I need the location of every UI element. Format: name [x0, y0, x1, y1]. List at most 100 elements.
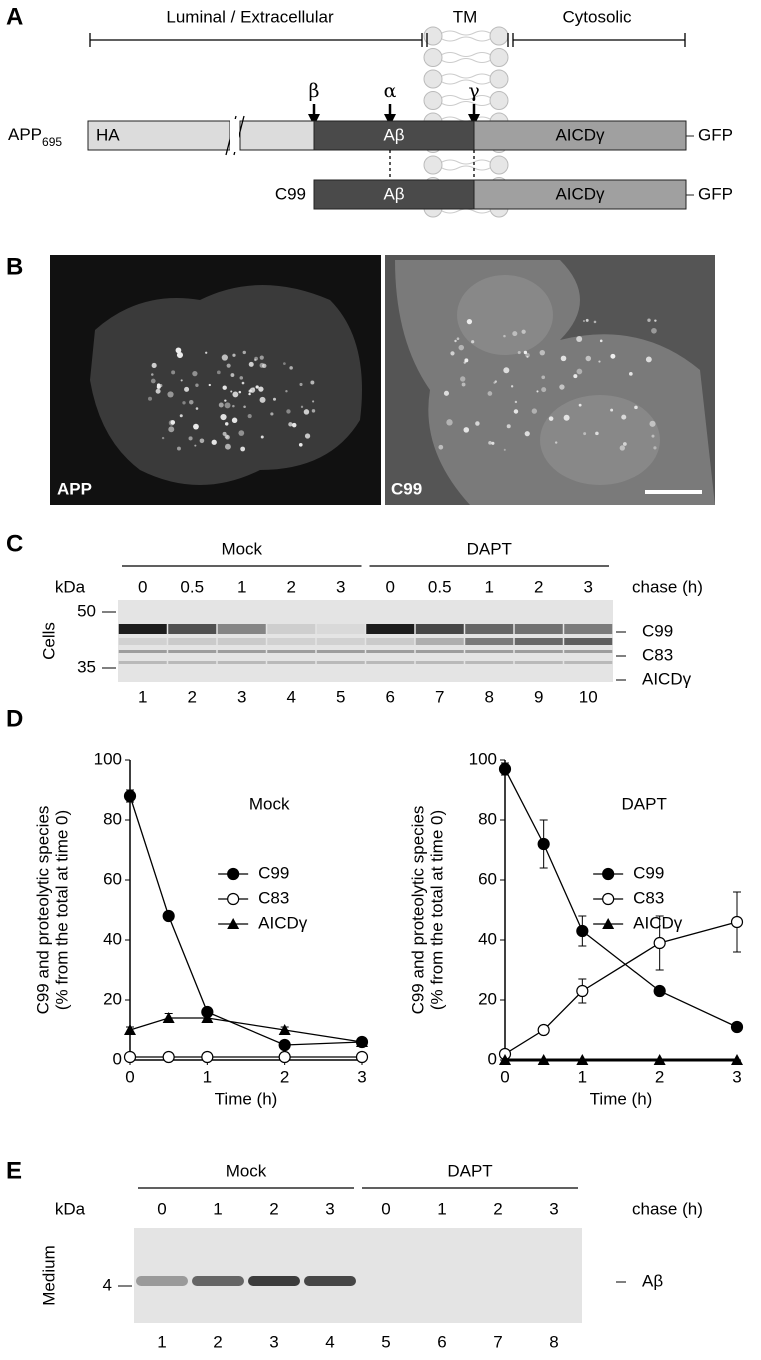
texture [312, 400, 315, 403]
lipid-tail [441, 159, 491, 171]
texture [310, 380, 315, 385]
data-point [123, 789, 137, 803]
chase-time: 2 [269, 1199, 278, 1218]
lane-number: 6 [437, 1332, 446, 1351]
domain-label: Aβ [383, 184, 404, 203]
x-tick-label: 0 [125, 1067, 134, 1086]
band [465, 661, 514, 664]
legend-marker [227, 892, 240, 906]
texture [466, 319, 473, 325]
legend-marker [602, 918, 615, 929]
unit-label: kDa [55, 577, 86, 596]
texture [176, 446, 181, 451]
texture [653, 446, 657, 450]
legend-label: AICDγ [258, 913, 308, 932]
legend-label: C83 [258, 888, 289, 907]
texture [220, 413, 227, 421]
lipid-head [489, 155, 509, 175]
texture [248, 361, 254, 367]
legend-marker [227, 918, 240, 929]
band [415, 638, 464, 645]
texture [289, 366, 293, 370]
legend-label: C99 [258, 863, 289, 882]
chart-title: DAPT [622, 794, 667, 813]
x-tick-label: 3 [732, 1067, 741, 1086]
texture [148, 396, 153, 401]
texture [176, 351, 184, 359]
texture [221, 354, 228, 361]
data-point [537, 1054, 550, 1065]
texture [168, 426, 175, 433]
data-point [730, 1020, 744, 1034]
texture [224, 422, 229, 426]
band [465, 624, 514, 634]
texture [242, 350, 246, 355]
texture [238, 430, 245, 436]
data-point [201, 1012, 214, 1023]
texture [239, 376, 244, 380]
texture [548, 416, 554, 421]
texture [254, 358, 257, 362]
texture [255, 385, 259, 389]
band [168, 624, 217, 634]
texture [503, 448, 506, 451]
x-tick-label: 0 [500, 1067, 509, 1086]
texture [170, 420, 176, 425]
region-label: Cytosolic [563, 7, 632, 26]
lane-number: 1 [157, 1332, 166, 1351]
y-tick-label: 100 [469, 749, 497, 768]
legend-label: C83 [633, 888, 664, 907]
band [366, 624, 415, 634]
y-axis-label: (% from the total at time 0) [427, 810, 446, 1010]
band [217, 638, 266, 645]
y-tick-label: 60 [478, 869, 497, 888]
band [118, 638, 167, 645]
data-point [124, 1024, 136, 1035]
texture [177, 352, 180, 355]
band [564, 624, 613, 634]
texture [151, 373, 154, 376]
texture [304, 433, 311, 439]
texture [179, 414, 183, 418]
band [415, 650, 464, 653]
texture [651, 434, 655, 438]
legend-marker [227, 867, 240, 881]
app-construct [87, 120, 694, 210]
texture [463, 427, 470, 433]
cleavage-site: γ [468, 80, 479, 102]
band [267, 624, 316, 634]
band [316, 624, 365, 634]
cleavage-site: α [384, 80, 397, 102]
texture [285, 390, 288, 393]
texture [232, 353, 236, 357]
texture [311, 409, 316, 413]
texture [192, 371, 198, 377]
chase-time: 1 [485, 577, 494, 596]
group-label: DAPT [447, 1161, 492, 1180]
texture [238, 390, 242, 394]
texture [599, 339, 603, 343]
texture [259, 362, 265, 368]
x-axis-label: Time (h) [215, 1089, 278, 1108]
lipid-head [423, 26, 443, 46]
texture [224, 402, 231, 409]
texture [450, 351, 455, 356]
region-scale [89, 33, 686, 47]
y-tick-label: 0 [488, 1049, 497, 1068]
lipid-tail [441, 95, 491, 106]
texture [622, 442, 627, 446]
texture [231, 417, 238, 424]
texture [175, 347, 182, 354]
band [267, 638, 316, 645]
texture [654, 319, 657, 322]
texture [156, 383, 161, 387]
texture [560, 355, 567, 362]
y-tick-label: 80 [478, 809, 497, 828]
texture [224, 434, 229, 439]
chase-time: 1 [213, 1199, 222, 1218]
chase-time: 0.5 [428, 577, 452, 596]
lane-number: 1 [138, 687, 147, 706]
domain-label: Aβ [383, 125, 404, 144]
lipid-head [489, 26, 509, 46]
texture [647, 318, 651, 322]
